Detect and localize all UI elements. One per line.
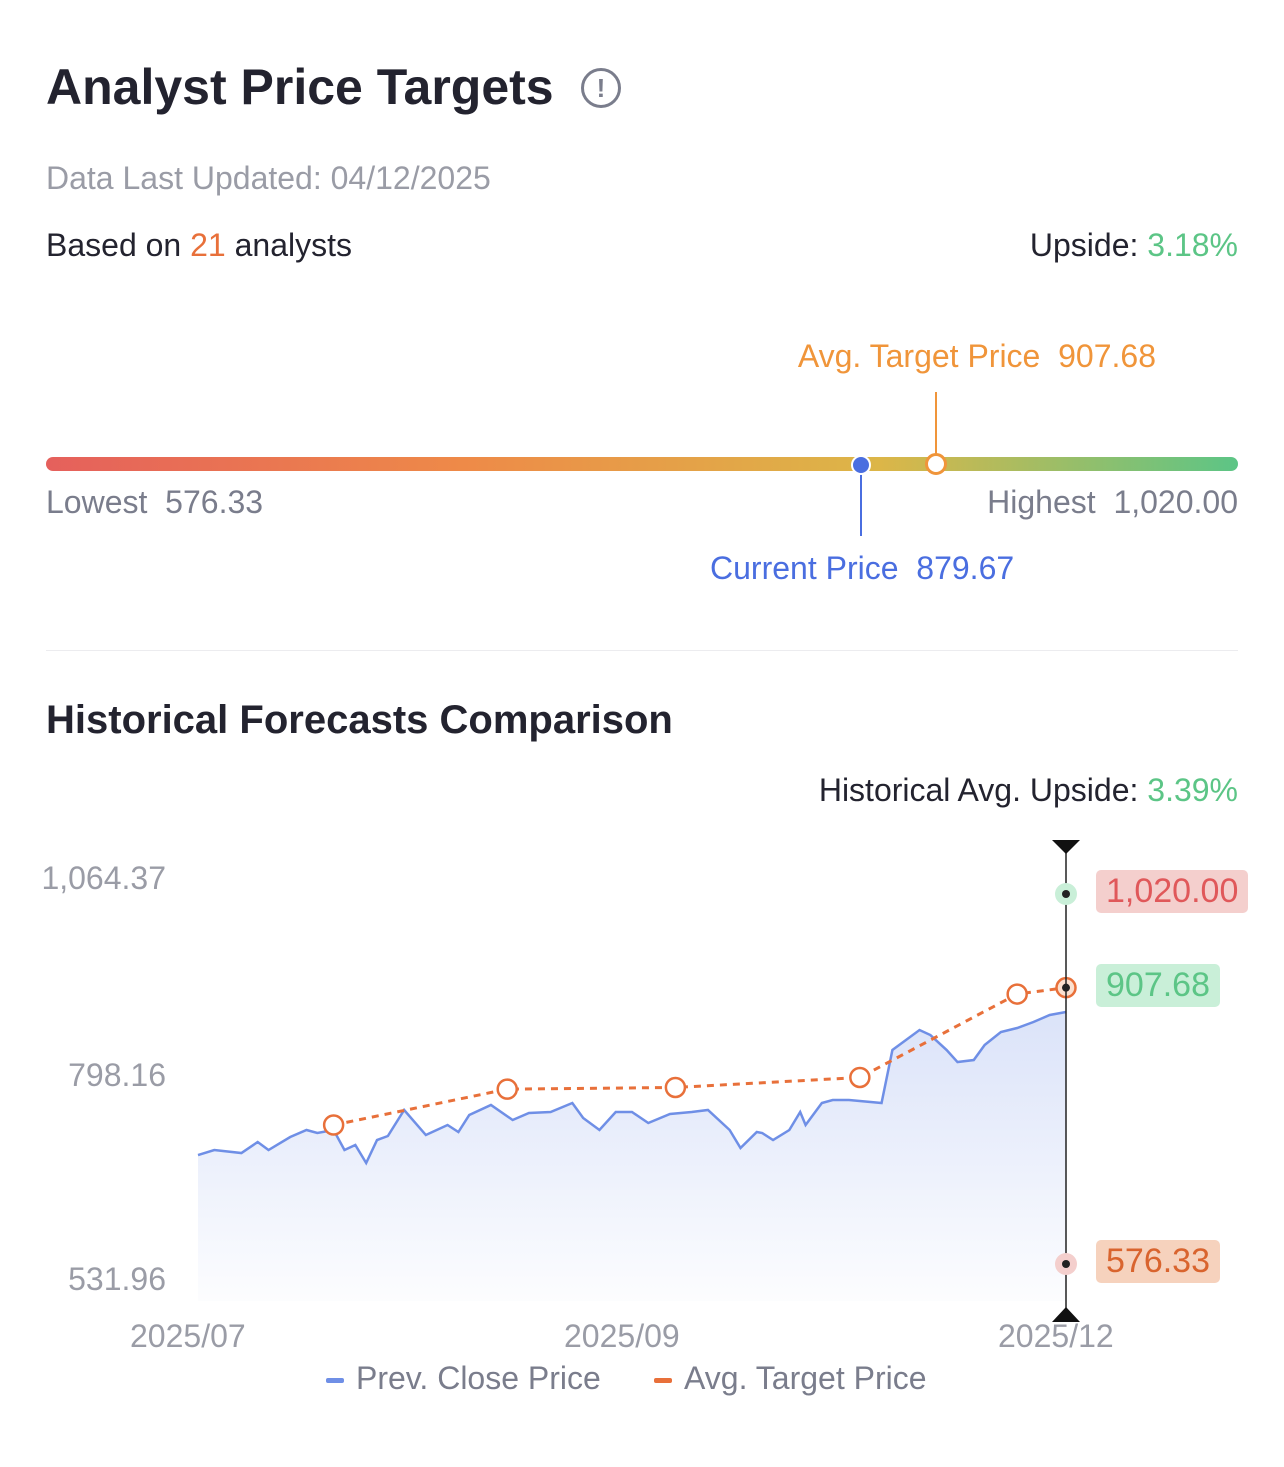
legend-label: Prev. Close Price: [356, 1360, 601, 1396]
annotation-dot: [1062, 890, 1070, 899]
section-title: Historical Forecasts Comparison: [46, 698, 673, 742]
avg-target-point: [664, 1076, 687, 1099]
based-prefix: Based on: [46, 227, 191, 263]
price-line: [197, 1010, 1067, 1166]
divider: [46, 650, 1238, 651]
annotation-dot: [1062, 983, 1070, 992]
page-title: Analyst Price Targets: [46, 59, 554, 115]
legend-prev-close[interactable]: Prev. Close Price: [326, 1360, 601, 1397]
y-tick-label: 798.16: [68, 1057, 166, 1093]
avg-target-value: 907.68: [1058, 338, 1156, 374]
upside: Upside: 3.18%: [1030, 227, 1238, 264]
crosshair-top-handle: [1052, 840, 1080, 854]
legend-avg-target[interactable]: Avg. Target Price: [654, 1360, 927, 1397]
last-updated: Data Last Updated: 04/12/2025: [46, 160, 491, 196]
lowest-value: 576.33: [165, 484, 264, 520]
highest-target-tag: 1,020.00: [1096, 870, 1249, 913]
x-tick-label: 2025/12: [998, 1318, 1114, 1354]
lowest-target-tag: 576.33: [1096, 1239, 1220, 1283]
y-tick-label: 531.96: [68, 1261, 166, 1297]
avg-target-marker[interactable]: [925, 453, 948, 475]
legend-swatch: [326, 1378, 344, 1384]
highest-text: Highest: [987, 484, 1096, 520]
current-marker-line: [859, 470, 862, 536]
lowest-text: Lowest: [46, 484, 148, 520]
info-circle-icon[interactable]: !: [581, 68, 621, 108]
x-tick-label: 2025/07: [130, 1318, 246, 1354]
avg-target-tag: 907.68: [1096, 963, 1220, 1007]
hist-upside-value: 3.39%: [1147, 772, 1238, 808]
current-value: 879.67: [916, 550, 1015, 586]
based-suffix: analysts: [225, 227, 352, 263]
x-tick-label: 2025/09: [564, 1318, 680, 1354]
avg-target-point: [496, 1078, 518, 1100]
current-price-label: Current Price 879.67: [710, 550, 1014, 587]
hist-upside-label: Historical Avg. Upside:: [818, 772, 1148, 808]
avg-target-point: [322, 1114, 345, 1136]
avg-target-label: Avg. Target Price 907.68: [798, 338, 1156, 375]
y-tick-label: 1,064.37: [41, 860, 166, 896]
historical-avg-upside: Historical Avg. Upside: 3.39%: [819, 772, 1238, 809]
upside-value: 3.18%: [1147, 227, 1238, 263]
upside-label: Upside:: [1029, 227, 1148, 263]
analyst-number: 21: [190, 227, 226, 263]
highest-value: 1,020.00: [1113, 484, 1238, 520]
legend-swatch: [654, 1378, 672, 1384]
current-text: Current Price: [710, 550, 899, 586]
lowest-label: Lowest 576.33: [46, 484, 263, 521]
avg-target-text: Avg. Target Price: [797, 338, 1041, 374]
avg-marker-line: [935, 392, 938, 458]
analyst-count: Based on 21 analysts: [46, 227, 352, 264]
annotation-dot: [1062, 1259, 1070, 1268]
crosshair-bottom-handle: [1052, 1307, 1080, 1322]
highest-label: Highest 1,020.00: [987, 484, 1238, 521]
avg-target-point: [849, 1066, 871, 1089]
avg-target-point: [1006, 983, 1028, 1005]
legend-label: Avg. Target Price: [684, 1360, 927, 1396]
price-area: [198, 1012, 1066, 1301]
current-price-marker[interactable]: [850, 455, 871, 475]
